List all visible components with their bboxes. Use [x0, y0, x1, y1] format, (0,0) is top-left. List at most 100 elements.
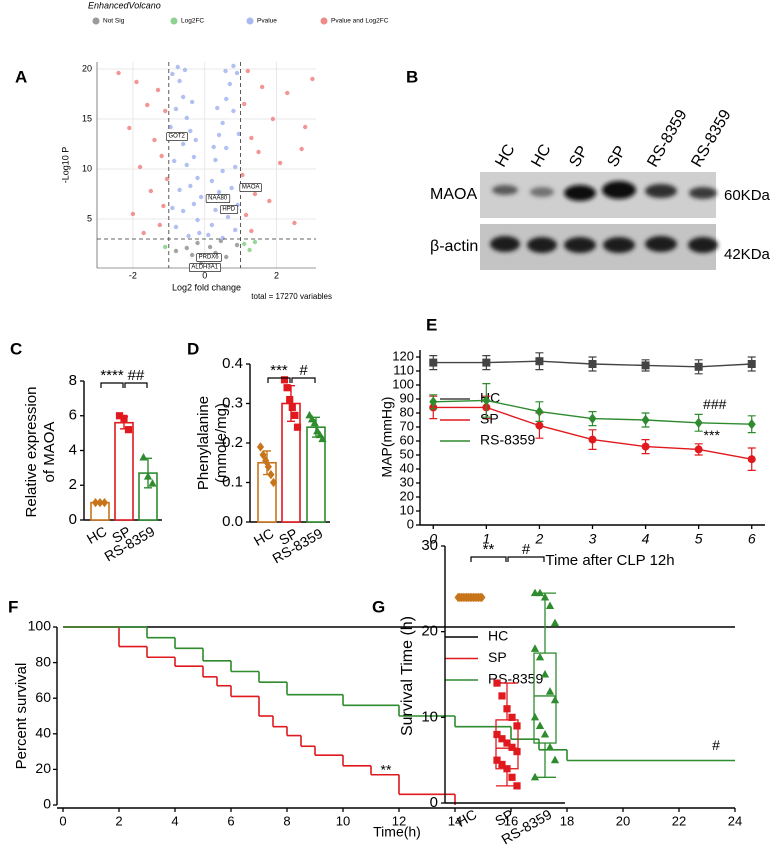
gene-label-box: [166, 132, 188, 141]
legend-label: HC: [488, 628, 508, 644]
blot-strip: [480, 224, 716, 270]
lane-label: SP: [566, 143, 591, 170]
y-tick-label: 50: [400, 446, 414, 461]
lane-label: HC: [492, 142, 518, 171]
x-tick-label: HC: [251, 525, 277, 549]
data-point: [249, 228, 254, 234]
x-tick-label: 0: [429, 531, 437, 547]
gene-label: PRDX6: [199, 255, 220, 261]
data-point: [540, 592, 550, 601]
data-point: [545, 687, 555, 695]
significance-label: ##: [128, 367, 145, 384]
data-point: [143, 472, 153, 480]
protein-label: β-actin: [430, 238, 478, 255]
legend-label: Pvalue: [257, 18, 277, 25]
data-point: [550, 755, 560, 764]
data-point: [747, 419, 756, 430]
data-point: [191, 201, 197, 207]
y-tick-label: 80: [35, 653, 51, 669]
data-point: [550, 618, 560, 627]
y-axis-label: -Log10 P: [60, 147, 70, 184]
panel-label: E: [426, 315, 437, 334]
data-point: [513, 722, 521, 730]
y-axis-label: (mmole/mg): [213, 403, 230, 483]
data-point: [115, 412, 124, 420]
data-point: [188, 183, 193, 189]
x-tick-label: 10: [336, 813, 350, 828]
x-tick-label: 3: [589, 531, 597, 547]
data-point: [155, 87, 161, 93]
y-tick-label: 0: [407, 516, 414, 531]
data-point: [245, 68, 250, 74]
data-point: [283, 384, 291, 392]
data-point: [429, 358, 438, 367]
y-tick-label: 0.4: [222, 355, 243, 372]
blot-band: [564, 237, 596, 253]
x-tick-label: 1: [482, 531, 490, 547]
data-point: [234, 242, 240, 248]
data-point: [224, 254, 229, 260]
x-tick-label: 16: [504, 813, 518, 828]
data-point: [535, 652, 545, 661]
data-point: [180, 141, 186, 147]
y-tick-label: 0.0: [222, 513, 243, 530]
significance-bracket: [267, 377, 291, 383]
data-point: [286, 395, 294, 404]
data-point: [225, 214, 231, 220]
size-label: 42KDa: [724, 246, 771, 263]
y-axis-label: of MAOA: [41, 422, 58, 483]
data-point: [171, 158, 177, 164]
gene-label-box: [189, 263, 222, 272]
y-tick-label: 15: [82, 113, 92, 123]
annotation: #: [712, 737, 720, 753]
data-point: [252, 191, 258, 197]
y-axis-label: Phenylalanine: [195, 396, 212, 490]
data-point: [197, 230, 202, 236]
blot-band: [530, 187, 554, 197]
data-point: [280, 376, 289, 384]
blot-band: [490, 236, 520, 252]
panel-label: G: [372, 597, 385, 616]
significance-label: #: [299, 362, 308, 379]
data-point: [220, 120, 225, 126]
data-point: [503, 739, 511, 747]
data-point: [182, 67, 188, 73]
data-point: [139, 452, 148, 461]
data-point: [180, 208, 186, 214]
data-point: [503, 765, 511, 773]
data-point: [747, 360, 756, 368]
data-point: [168, 124, 173, 130]
y-tick-label: 60: [35, 689, 51, 705]
data-point: [220, 168, 225, 174]
data-point: [216, 132, 222, 138]
y-tick-label: 10: [400, 502, 414, 517]
blot-strip: [480, 172, 716, 218]
data-point: [530, 712, 540, 721]
x-axis-label: Time after CLP 12h: [545, 552, 674, 569]
y-tick-label: 8: [69, 372, 77, 389]
y-tick-label: 100: [28, 618, 52, 634]
significance-label: ****: [100, 367, 124, 384]
data-point: [170, 205, 175, 211]
y-tick-label: 40: [400, 460, 414, 475]
data-point: [145, 102, 150, 108]
data-point: [550, 695, 560, 704]
data-point: [173, 106, 179, 112]
data-point: [241, 101, 247, 107]
data-point: [540, 729, 550, 738]
data-point: [291, 411, 299, 419]
y-tick-label: 4: [69, 441, 77, 458]
data-point: [247, 247, 252, 253]
x-tick-label: 2: [274, 270, 279, 280]
y-axis-label: Percent survival: [13, 663, 30, 770]
x-tick-label: 0: [59, 813, 66, 828]
data-point: [694, 417, 703, 428]
data-point: [478, 592, 486, 603]
data-point: [318, 434, 327, 443]
data-point: [216, 189, 222, 195]
data-point: [127, 125, 132, 131]
data-point: [249, 135, 254, 141]
data-point: [184, 162, 189, 168]
plot-border: [97, 62, 316, 268]
data-point: [207, 244, 213, 250]
